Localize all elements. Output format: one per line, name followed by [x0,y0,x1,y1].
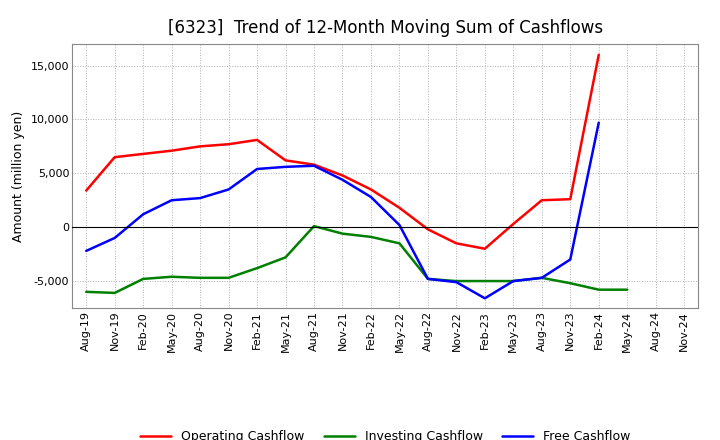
Free Cashflow [595,120,603,125]
Operating Cashflow [423,227,432,232]
Operating Cashflow [225,142,233,147]
Operating Cashflow [537,198,546,203]
Free Cashflow [196,195,204,201]
Free Cashflow [566,257,575,262]
Free Cashflow [225,187,233,192]
Free Cashflow [395,222,404,227]
Investing Cashflow [595,287,603,292]
Free Cashflow [253,166,261,172]
Free Cashflow [167,198,176,203]
Free Cashflow [480,296,489,301]
Free Cashflow [423,276,432,282]
Investing Cashflow [110,290,119,296]
Operating Cashflow [82,188,91,193]
Free Cashflow [310,163,318,169]
Line: Operating Cashflow: Operating Cashflow [86,55,599,249]
Investing Cashflow [225,275,233,280]
Operating Cashflow [167,148,176,153]
Operating Cashflow [395,205,404,210]
Free Cashflow [366,194,375,200]
Investing Cashflow [452,279,461,284]
Investing Cashflow [509,279,518,284]
Free Cashflow [509,279,518,284]
Investing Cashflow [338,231,347,236]
Line: Free Cashflow: Free Cashflow [86,123,599,298]
Investing Cashflow [310,224,318,229]
Investing Cashflow [395,241,404,246]
Investing Cashflow [82,289,91,294]
Legend: Operating Cashflow, Investing Cashflow, Free Cashflow: Operating Cashflow, Investing Cashflow, … [135,425,635,440]
Free Cashflow [82,248,91,253]
Free Cashflow [452,279,461,285]
Investing Cashflow [139,276,148,282]
Free Cashflow [537,275,546,280]
Free Cashflow [139,212,148,217]
Operating Cashflow [452,241,461,246]
Operating Cashflow [595,52,603,57]
Free Cashflow [282,164,290,169]
Title: [6323]  Trend of 12-Month Moving Sum of Cashflows: [6323] Trend of 12-Month Moving Sum of C… [168,19,603,37]
Free Cashflow [110,235,119,241]
Operating Cashflow [253,137,261,143]
Operating Cashflow [338,173,347,178]
Operating Cashflow [310,162,318,167]
Operating Cashflow [566,197,575,202]
Operating Cashflow [480,246,489,251]
Investing Cashflow [282,255,290,260]
Investing Cashflow [167,274,176,279]
Y-axis label: Amount (million yen): Amount (million yen) [12,110,25,242]
Operating Cashflow [196,144,204,149]
Investing Cashflow [196,275,204,280]
Operating Cashflow [509,221,518,227]
Line: Investing Cashflow: Investing Cashflow [86,226,627,293]
Operating Cashflow [366,187,375,192]
Investing Cashflow [537,275,546,280]
Operating Cashflow [110,154,119,160]
Investing Cashflow [366,234,375,239]
Investing Cashflow [253,265,261,271]
Investing Cashflow [566,281,575,286]
Operating Cashflow [282,158,290,163]
Investing Cashflow [423,276,432,282]
Free Cashflow [338,177,347,183]
Operating Cashflow [139,151,148,157]
Investing Cashflow [480,279,489,284]
Investing Cashflow [623,287,631,292]
